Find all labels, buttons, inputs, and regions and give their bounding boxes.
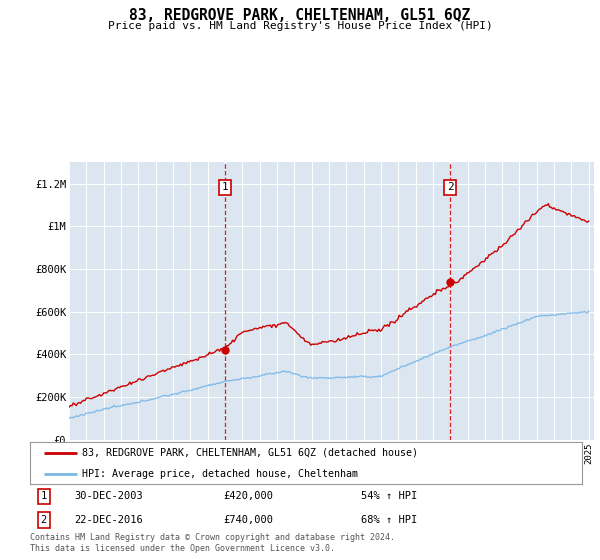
Text: £420,000: £420,000 — [223, 492, 273, 501]
Text: 2: 2 — [41, 515, 47, 525]
Text: Price paid vs. HM Land Registry's House Price Index (HPI): Price paid vs. HM Land Registry's House … — [107, 21, 493, 31]
Text: 30-DEC-2003: 30-DEC-2003 — [74, 492, 143, 501]
Text: 83, REDGROVE PARK, CHELTENHAM, GL51 6QZ (detached house): 83, REDGROVE PARK, CHELTENHAM, GL51 6QZ … — [82, 448, 418, 458]
Text: 68% ↑ HPI: 68% ↑ HPI — [361, 515, 418, 525]
Text: 83, REDGROVE PARK, CHELTENHAM, GL51 6QZ: 83, REDGROVE PARK, CHELTENHAM, GL51 6QZ — [130, 8, 470, 24]
Text: 1: 1 — [41, 492, 47, 501]
Text: Contains HM Land Registry data © Crown copyright and database right 2024.
This d: Contains HM Land Registry data © Crown c… — [30, 533, 395, 553]
Text: 54% ↑ HPI: 54% ↑ HPI — [361, 492, 418, 501]
Text: 22-DEC-2016: 22-DEC-2016 — [74, 515, 143, 525]
Text: HPI: Average price, detached house, Cheltenham: HPI: Average price, detached house, Chel… — [82, 469, 358, 479]
Text: 2: 2 — [447, 183, 454, 192]
Text: 1: 1 — [221, 183, 229, 192]
Text: £740,000: £740,000 — [223, 515, 273, 525]
